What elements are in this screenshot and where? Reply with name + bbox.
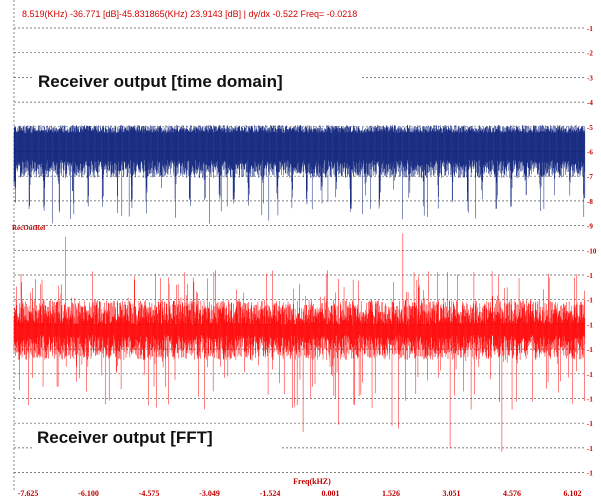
y-tick-label: -8: [587, 198, 593, 206]
y-tick-label: -1: [587, 445, 593, 453]
trace-name: RecOutRef: [12, 224, 46, 232]
y-tick-label: -4: [587, 99, 593, 107]
time-domain-label: Receiver output [time domain]: [38, 72, 283, 91]
y-tick-label: -1: [587, 420, 593, 428]
y-tick-label: -1: [587, 297, 593, 305]
y-tick-label: -1: [587, 470, 593, 478]
status-readout: 8.519(KHz) -36.771 [dB]-45.831865(KHz) 2…: [22, 9, 357, 19]
x-axis-title: Freq(kHZ): [293, 477, 331, 486]
y-tick-label: -1: [587, 321, 593, 329]
y-tick-label: -1: [587, 371, 593, 379]
y-tick-label: -2: [587, 50, 593, 58]
x-tick-label: -1.524: [260, 489, 281, 498]
x-tick-label: 1.526: [382, 489, 400, 498]
y-tick-label: -9: [587, 223, 593, 231]
fft-label: Receiver output [FFT]: [37, 428, 213, 447]
x-tick-label: 4.576: [503, 489, 521, 498]
y-tick-label: -3: [587, 74, 593, 82]
x-tick-label: -6.100: [78, 489, 99, 498]
y-tick-label: -7: [587, 173, 593, 181]
traces: [13, 125, 586, 452]
time-domain-trace: [13, 125, 586, 224]
x-tick-label: 3.051: [443, 489, 461, 498]
y-tick-label: -6: [587, 149, 593, 157]
y-tick-label: -1: [587, 25, 593, 33]
y-tick-label: -1: [587, 272, 593, 280]
label-bg: [32, 424, 282, 450]
y-tick-label: -1: [587, 396, 593, 404]
x-tick-label: -4.575: [139, 489, 160, 498]
y-tick-label: -5: [587, 124, 593, 132]
y-tick-label: -10: [587, 247, 597, 255]
label-bg: [32, 68, 362, 94]
x-tick-label: 0.001: [322, 489, 340, 498]
x-tick-label: 6.102: [564, 489, 582, 498]
x-tick-label: -3.049: [199, 489, 220, 498]
x-tick-label: -7.625: [18, 489, 39, 498]
fft-trace: [13, 233, 586, 452]
y-tick-label: -1: [587, 346, 593, 354]
